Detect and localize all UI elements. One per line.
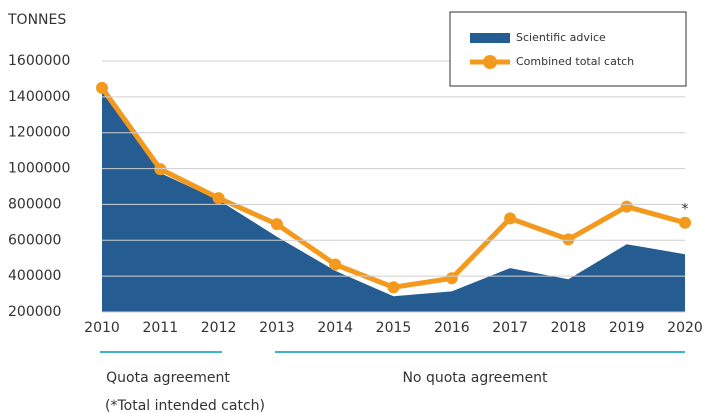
legend: Scientific advice Combined total catch — [449, 11, 687, 87]
y-tick-label: 1000000 — [8, 161, 70, 177]
x-tick-label: 2013 — [259, 320, 295, 336]
y-tick-label: 200000 — [8, 304, 61, 320]
marker — [154, 163, 167, 176]
marker — [387, 281, 400, 294]
marker — [679, 216, 691, 229]
legend-swatch — [470, 33, 510, 43]
y-tick-label: 400000 — [8, 268, 61, 284]
legend-box — [449, 11, 687, 87]
x-tick-label: 2020 — [667, 320, 703, 336]
x-tick-label: 2014 — [317, 320, 353, 336]
period-label: Quota agreement — [106, 370, 230, 386]
y-tick-label: 600000 — [8, 232, 61, 248]
y-tick-label: 800000 — [8, 196, 61, 212]
x-tick-label: 2011 — [142, 320, 178, 336]
annotation: * — [682, 202, 689, 218]
grid — [102, 60, 685, 313]
marker — [212, 192, 225, 205]
x-tick-label: 2018 — [551, 320, 587, 336]
legend-label: Scientific advice — [516, 31, 606, 44]
y-axis-label: TONNES — [7, 12, 66, 28]
marker — [620, 200, 633, 213]
x-tick-label: 2019 — [609, 320, 645, 336]
y-tick-label: 1600000 — [8, 53, 70, 69]
marker — [504, 212, 517, 225]
y-tick-label: 1400000 — [8, 89, 70, 105]
area — [102, 87, 685, 313]
x-tick-label: 2015 — [376, 320, 412, 336]
x-tick-label: 2012 — [201, 320, 237, 336]
x-tick-label: 2017 — [492, 320, 528, 336]
x-tick-label: 2010 — [84, 320, 120, 336]
marker — [96, 81, 108, 94]
x-tick-label: 2016 — [434, 320, 470, 336]
legend-label: Combined total catch — [516, 55, 634, 68]
y-tick-label: 1200000 — [8, 125, 70, 141]
marker — [445, 272, 458, 285]
marker — [270, 218, 283, 231]
marker — [329, 258, 342, 271]
legend-swatch — [483, 55, 497, 69]
period-label: No quota agreement — [402, 370, 548, 386]
footnote: (*Total intended catch) — [105, 398, 265, 413]
marker — [562, 233, 575, 246]
